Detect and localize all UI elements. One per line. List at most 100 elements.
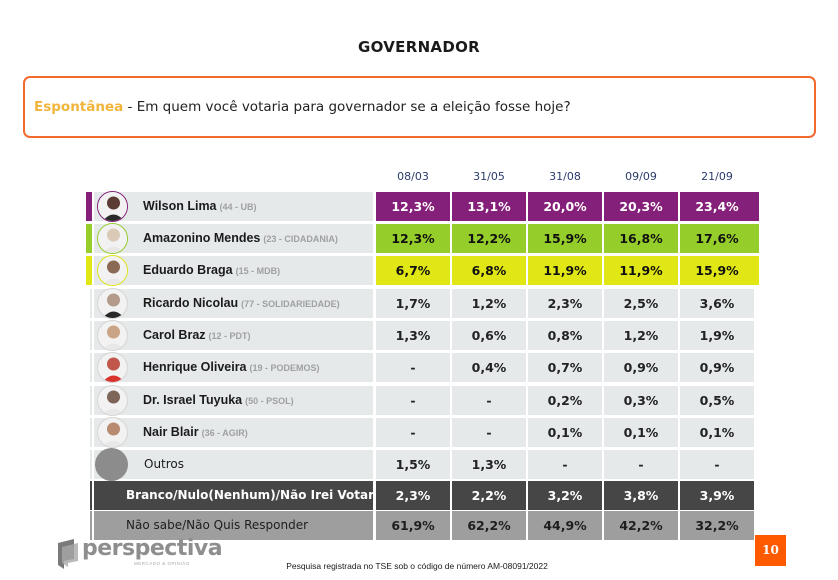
value-cell: 11,9% — [604, 256, 678, 285]
row-label: Carol Braz (12 - PDT) — [143, 328, 251, 342]
candidate-name: Branco/Nulo(Nenhum)/Não Irei Votar — [126, 488, 375, 502]
value-cell: 3,9% — [680, 481, 754, 510]
row-label: Branco/Nulo(Nenhum)/Não Irei Votar — [126, 488, 374, 502]
row-color-marker — [90, 353, 92, 382]
row-color-marker — [90, 321, 92, 350]
candidate-photo — [97, 352, 128, 383]
row-color-marker — [90, 289, 92, 318]
question-box: Espontânea - Em quem você votaria para g… — [23, 76, 816, 138]
value-cell: 0,7% — [528, 353, 602, 382]
page-title: GOVERNADOR — [358, 38, 480, 56]
value-cell: 20,3% — [604, 192, 678, 221]
value-cell: 0,3% — [604, 386, 678, 415]
candidate-party: (19 - PODEMOS) — [249, 363, 320, 373]
value-cell: 1,9% — [680, 321, 754, 350]
row-label-cell — [94, 289, 373, 318]
value-cell: 6,7% — [376, 256, 450, 285]
row-color-marker — [90, 386, 92, 415]
value-cell: 3,2% — [528, 481, 602, 510]
row-color-marker — [90, 481, 92, 510]
tse-registration-note: Pesquisa registrada no TSE sob o código … — [0, 561, 838, 571]
column-header-date: 31/05 — [473, 170, 505, 183]
table-row: Não sabe/Não Quis Responder 61,9% 62,2% 44,… — [86, 511, 754, 540]
perspectiva-logo: perspectiva MERCADO & OPINIÃO — [52, 536, 223, 570]
row-color-marker — [86, 256, 92, 285]
tse-note-text: Pesquisa registrada no TSE sob o código … — [286, 561, 548, 571]
candidate-name: Wilson Lima — [143, 199, 217, 213]
column-header-date: 08/03 — [397, 170, 429, 183]
table-row: Nair Blair (36 - AGIR) - -0,1% 0,1% 0,1% — [86, 417, 754, 448]
value-cell: 0,1% — [604, 418, 678, 447]
value-cell: 12,2% — [452, 224, 526, 253]
candidate-name: Nair Blair — [143, 425, 199, 439]
row-color-marker — [86, 192, 92, 221]
value-cell: 0,1% — [528, 418, 602, 447]
value-cell: 0,8% — [528, 321, 602, 350]
logo-tagline: MERCADO & OPINIÃO — [134, 561, 190, 566]
value-cell: 17,6% — [680, 224, 754, 253]
value-cell: 12,3% — [376, 224, 450, 253]
question-text: - Em quem você votaria para governador s… — [123, 99, 571, 115]
value-cell: 13,1% — [452, 192, 526, 221]
table-row: Wilson Lima (44 - UB) 12,3% 13,1% 20,0% 20,3%… — [86, 191, 759, 222]
value-cell: 1,7% — [376, 289, 450, 318]
column-header-date: 09/09 — [625, 170, 657, 183]
value-cell: 1,3% — [452, 450, 526, 479]
value-cell: 23,4% — [680, 192, 754, 221]
value-cell: 16,8% — [604, 224, 678, 253]
value-cell: 44,9% — [528, 511, 602, 540]
table-row: Ricardo Nicolau (77 - SOLIDARIEDADE) 1,7% 1… — [86, 288, 754, 319]
value-cell: 15,9% — [528, 224, 602, 253]
date-header: 08/03 31/05 31/08 09/09 21/09 — [0, 170, 838, 186]
row-color-marker-right — [753, 224, 759, 253]
value-cell: 0,1% — [680, 418, 754, 447]
value-cell: 0,5% — [680, 386, 754, 415]
candidate-name: Carol Braz — [143, 328, 206, 342]
candidate-photo — [97, 255, 128, 286]
value-cell: 0,2% — [528, 386, 602, 415]
row-label-cell — [94, 353, 373, 382]
candidate-party: (12 - PDT) — [208, 331, 251, 341]
candidate-party: (77 - SOLIDARIEDADE) — [241, 299, 340, 309]
row-label-cell — [94, 418, 373, 447]
row-color-marker-right — [753, 192, 759, 221]
row-label-cell — [94, 450, 373, 479]
value-cell: 2,3% — [376, 481, 450, 510]
row-label-cell — [94, 256, 373, 285]
value-cell: - — [452, 418, 526, 447]
value-cell: 15,9% — [680, 256, 754, 285]
logo-icon — [58, 539, 78, 569]
value-cell: - — [376, 418, 450, 447]
row-label: Eduardo Braga (15 - MDB) — [143, 263, 280, 277]
value-cell: 2,5% — [604, 289, 678, 318]
table-row: Branco/Nulo(Nenhum)/Não Irei Votar 2,3% 2,… — [86, 481, 754, 510]
row-label: Dr. Israel Tuyuka (50 - PSOL) — [143, 393, 294, 407]
table-row: Eduardo Braga (15 - MDB) 6,7% 6,8% 11,9% 11,9… — [86, 255, 759, 286]
candidate-name: Dr. Israel Tuyuka — [143, 393, 243, 407]
value-cell: - — [604, 450, 678, 479]
table-row: Carol Braz (12 - PDT) 1,3% 0,6% 0,8% 1,2% 1,9% — [86, 320, 754, 351]
row-label: Ricardo Nicolau (77 - SOLIDARIEDADE) — [143, 296, 340, 310]
value-cell: 1,2% — [604, 321, 678, 350]
logo-wordmark: perspectiva — [82, 536, 223, 561]
table-row: Outros 1,5% 1,3% - - - — [86, 448, 754, 481]
value-cell: 0,9% — [604, 353, 678, 382]
row-label: Não sabe/Não Quis Responder — [126, 518, 308, 532]
value-cell: 6,8% — [452, 256, 526, 285]
candidate-photo — [97, 385, 128, 416]
value-cell: 32,2% — [680, 511, 754, 540]
row-label-cell — [94, 224, 373, 253]
row-label-cell — [94, 386, 373, 415]
row-label-cell — [94, 192, 373, 221]
table-row: Henrique Oliveira (19 - PODEMOS) -0,4% 0,7%… — [86, 352, 754, 383]
value-cell: - — [528, 450, 602, 479]
candidate-photo — [97, 191, 128, 222]
value-cell: - — [452, 386, 526, 415]
row-label: Outros — [144, 457, 184, 471]
value-cell: 3,6% — [680, 289, 754, 318]
page-number: 10 — [755, 535, 786, 566]
row-color-marker — [90, 418, 92, 447]
candidate-name: Ricardo Nicolau — [143, 296, 239, 310]
value-cell: 20,0% — [528, 192, 602, 221]
value-cell: 0,6% — [452, 321, 526, 350]
